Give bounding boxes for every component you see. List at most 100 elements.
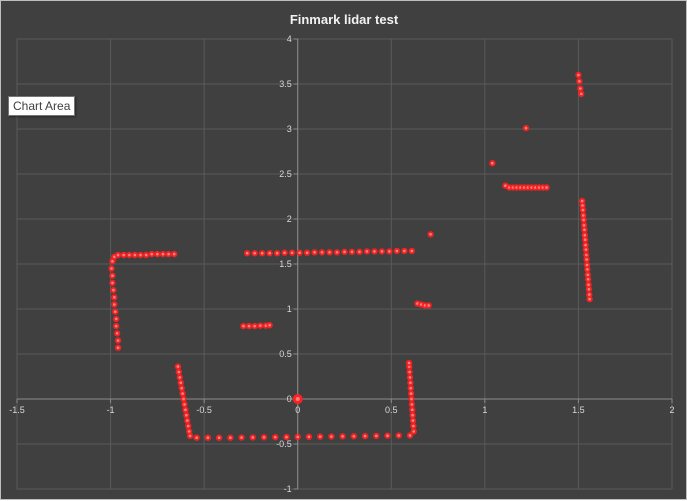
data-point [304,250,310,256]
data-point [401,248,407,254]
chart-title: Finmark lidar test [290,12,399,27]
data-point [326,249,332,255]
x-tick-label: 1 [482,405,487,415]
data-point [427,231,433,237]
data-point [183,412,189,418]
data-point [143,252,149,258]
data-point [114,330,120,336]
data-point [543,184,549,190]
data-point [362,433,368,439]
data-point [578,91,584,97]
data-point [356,249,362,255]
gridlines [17,39,672,489]
data-point [109,273,115,279]
x-tick-label: -0.5 [196,405,212,415]
data-point [319,249,325,255]
data-point [178,385,184,391]
data-point [176,369,182,375]
data-point [576,78,582,84]
data-point [185,423,191,429]
y-tick-label: -1 [284,484,292,494]
data-point [386,248,392,254]
data-point [339,433,345,439]
data-point [272,434,278,440]
data-point [181,401,187,407]
data-point [246,323,252,329]
data-point [575,72,581,78]
data-point [379,248,385,254]
y-tick-label: 2 [287,214,292,224]
x-tick-label: -1.5 [9,405,25,415]
data-point [238,434,244,440]
data-point [160,251,166,257]
data-point [132,252,138,258]
data-point [371,248,377,254]
data-point [126,252,132,258]
data-point [108,265,114,271]
data-point [149,251,155,257]
data-point [171,251,177,257]
data-point [109,280,115,286]
data-point [120,252,126,258]
data-point [394,248,400,254]
x-tick-label: 0.5 [385,405,398,415]
data-point [289,250,295,256]
data-point [257,322,263,328]
y-tick-label: -0.5 [276,439,292,449]
data-point [396,432,402,438]
data-point [295,434,301,440]
data-point [409,248,415,254]
data-point [334,249,340,255]
data-point [244,250,250,256]
data-point [110,287,116,293]
data-point [266,322,272,328]
data-point [179,390,185,396]
y-tick-label: 3 [287,124,292,134]
data-point [112,309,118,315]
data-point [406,360,412,366]
x-tick-label: 0 [295,405,300,415]
data-point [251,323,257,329]
data-point [373,433,379,439]
y-tick-label: 0 [287,394,292,404]
y-tick-label: 1 [287,304,292,314]
data-point [165,251,171,257]
data-point [489,160,495,166]
data-point [586,296,592,302]
data-point [154,251,160,257]
origin-point [293,394,303,404]
data-point [240,323,246,329]
data-point [349,249,355,255]
data-point [341,249,347,255]
data-point [266,250,272,256]
data-point [259,250,265,256]
y-tick-label: 0.5 [279,349,292,359]
data-point [283,434,289,440]
data-point [115,345,121,351]
data-point [187,433,193,439]
data-point [296,250,302,256]
data-point [250,434,256,440]
data-point [364,248,370,254]
data-point [261,434,267,440]
data-point [180,396,186,402]
data-point [182,407,188,413]
data-point [115,252,121,258]
data-point [193,435,199,441]
y-tick-label: 4 [287,34,292,44]
data-point [175,363,181,369]
data-point [523,125,529,131]
data-point [281,250,287,256]
data-point [351,433,357,439]
data-point [577,85,583,91]
data-point [111,294,117,300]
data-point [184,417,190,423]
data-point [137,252,143,258]
data-point [311,249,317,255]
x-tick-label: 2 [669,405,674,415]
data-point [274,250,280,256]
data-point [384,433,390,439]
y-tick-label: 3.5 [279,79,292,89]
